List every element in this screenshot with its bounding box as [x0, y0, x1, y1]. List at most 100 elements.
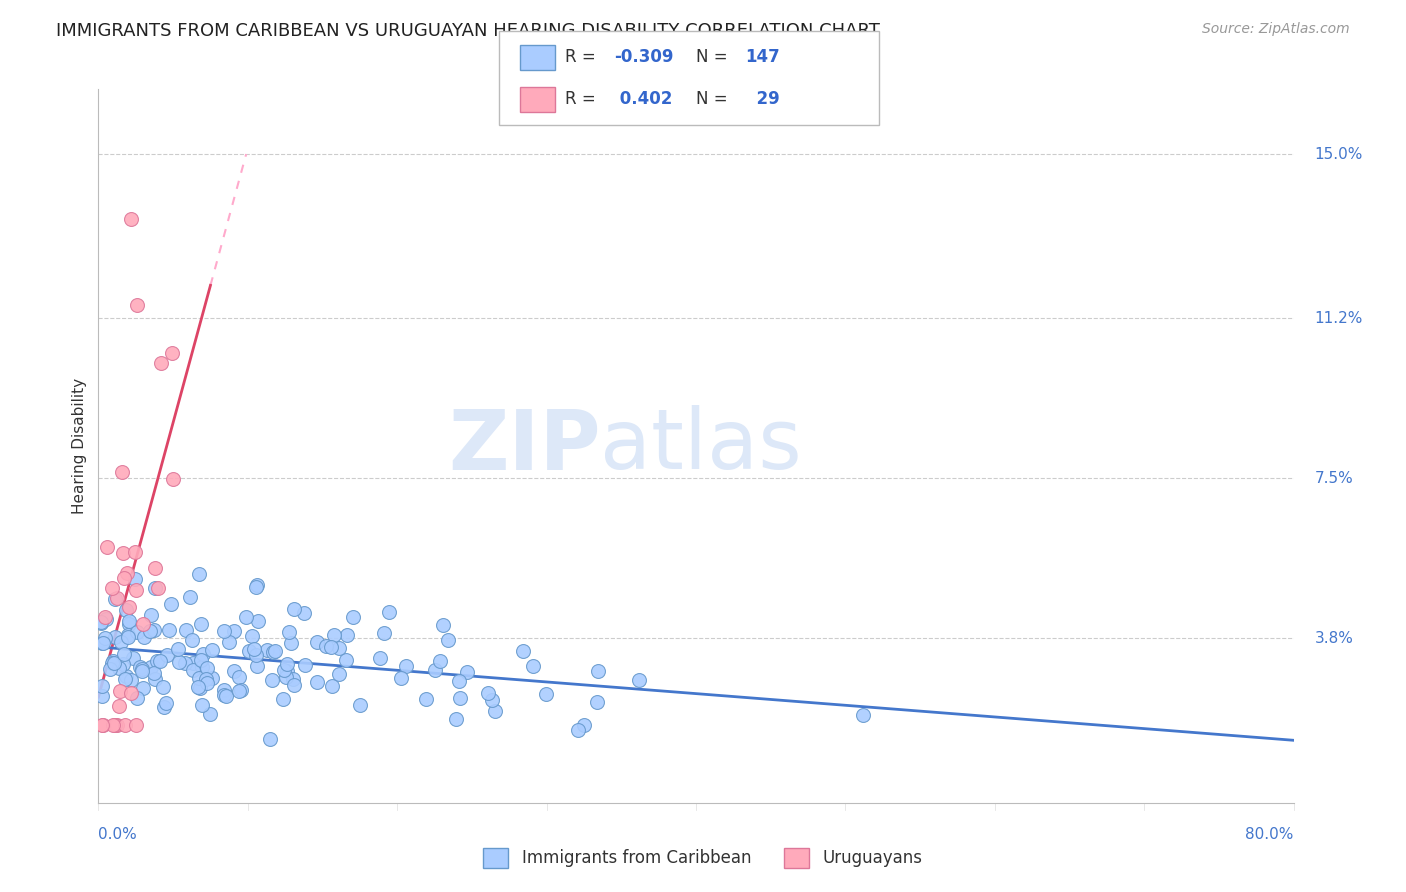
- Point: [190, 617, 212, 632]
- Legend: Immigrants from Caribbean, Uruguayans: Immigrants from Caribbean, Uruguayans: [477, 841, 929, 875]
- Text: 80.0%: 80.0%: [1246, 827, 1294, 841]
- Point: [90, 679, 112, 693]
- Point: [101, 718, 124, 732]
- Point: [134, 630, 156, 644]
- Point: [194, 672, 217, 686]
- Point: [389, 671, 412, 685]
- Point: [512, 644, 534, 658]
- Text: N =: N =: [696, 48, 733, 66]
- Point: [114, 718, 136, 732]
- Point: [141, 660, 163, 674]
- Point: [294, 657, 316, 672]
- Point: [167, 655, 190, 669]
- Point: [235, 610, 257, 624]
- Point: [181, 663, 204, 677]
- Point: [103, 657, 125, 671]
- Point: [132, 617, 155, 632]
- Point: [852, 707, 875, 722]
- Point: [425, 664, 447, 678]
- Point: [201, 643, 224, 657]
- Point: [574, 717, 596, 731]
- Text: N =: N =: [696, 90, 733, 108]
- Point: [321, 680, 343, 694]
- Text: R =: R =: [565, 90, 602, 108]
- Point: [131, 664, 153, 678]
- Point: [246, 578, 269, 592]
- Point: [328, 666, 350, 681]
- Point: [195, 660, 218, 674]
- Point: [157, 623, 180, 637]
- Point: [117, 630, 139, 644]
- Point: [143, 666, 166, 681]
- Point: [174, 623, 197, 637]
- Point: [143, 581, 166, 595]
- Point: [415, 692, 437, 706]
- Point: [105, 718, 128, 732]
- Point: [181, 656, 204, 670]
- Point: [120, 673, 142, 687]
- Point: [98, 662, 121, 676]
- Point: [190, 653, 212, 667]
- Point: [118, 616, 141, 631]
- Point: [96, 540, 118, 554]
- Point: [115, 669, 138, 683]
- Point: [307, 675, 329, 690]
- Point: [283, 602, 305, 616]
- Point: [96, 612, 118, 626]
- Point: [125, 690, 148, 705]
- Point: [373, 626, 395, 640]
- Text: atlas: atlas: [600, 406, 801, 486]
- Point: [281, 672, 304, 686]
- Point: [292, 606, 315, 620]
- Point: [145, 561, 167, 575]
- Point: [456, 665, 478, 679]
- Point: [121, 651, 143, 665]
- Point: [191, 660, 214, 674]
- Point: [259, 732, 281, 747]
- Point: [120, 211, 142, 226]
- Point: [124, 572, 146, 586]
- Point: [377, 606, 399, 620]
- Point: [112, 571, 135, 585]
- Y-axis label: Hearing Disability: Hearing Disability: [72, 378, 87, 514]
- Point: [90, 615, 112, 630]
- Point: [179, 590, 201, 604]
- Point: [328, 641, 350, 656]
- Point: [215, 689, 238, 703]
- Point: [91, 718, 114, 732]
- Point: [245, 580, 267, 594]
- Point: [212, 682, 235, 697]
- Point: [256, 642, 278, 657]
- Point: [246, 659, 269, 673]
- Point: [240, 629, 263, 643]
- Point: [103, 654, 125, 668]
- Point: [262, 673, 284, 688]
- Text: IMMIGRANTS FROM CARIBBEAN VS URUGUAYAN HEARING DISABILITY CORRELATION CHART: IMMIGRANTS FROM CARIBBEAN VS URUGUAYAN H…: [56, 22, 880, 40]
- Point: [94, 631, 117, 645]
- Point: [283, 678, 305, 692]
- Point: [449, 690, 471, 705]
- Point: [586, 664, 609, 678]
- Point: [228, 684, 250, 698]
- Point: [276, 657, 298, 672]
- Point: [91, 636, 114, 650]
- Point: [274, 670, 297, 684]
- Point: [150, 356, 173, 370]
- Point: [212, 624, 235, 638]
- Text: R =: R =: [565, 48, 602, 66]
- Text: 15.0%: 15.0%: [1315, 146, 1362, 161]
- Point: [90, 615, 112, 630]
- Point: [93, 610, 115, 624]
- Point: [124, 544, 146, 558]
- Point: [112, 647, 135, 661]
- Point: [139, 607, 162, 622]
- Point: [115, 603, 138, 617]
- Point: [264, 644, 287, 658]
- Point: [477, 686, 499, 700]
- Point: [167, 642, 190, 657]
- Point: [534, 687, 557, 701]
- Point: [104, 592, 127, 607]
- Point: [228, 670, 250, 684]
- Point: [449, 673, 471, 688]
- Point: [114, 673, 136, 687]
